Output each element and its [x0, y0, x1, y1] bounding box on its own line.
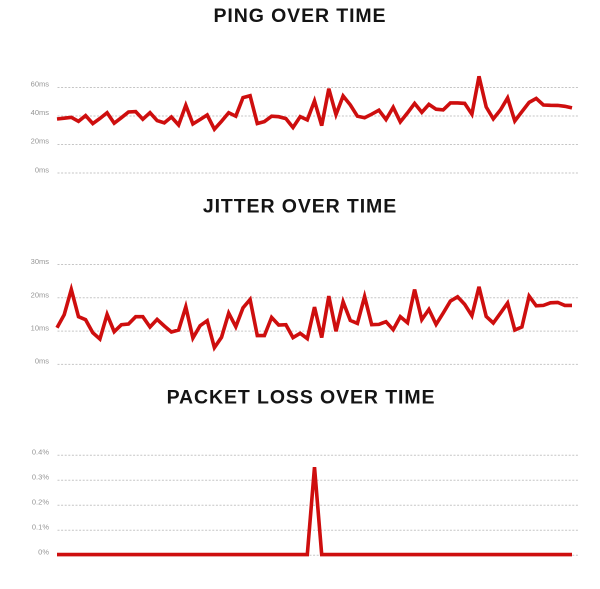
svg-text:20ms: 20ms: [31, 290, 50, 299]
svg-text:10ms: 10ms: [31, 324, 50, 333]
svg-text:0ms: 0ms: [35, 357, 49, 366]
svg-text:40ms: 40ms: [31, 108, 50, 117]
svg-text:0.3%: 0.3%: [32, 473, 49, 482]
svg-text:60ms: 60ms: [31, 80, 50, 89]
svg-text:0.1%: 0.1%: [32, 523, 49, 532]
svg-text:0.2%: 0.2%: [32, 498, 49, 507]
svg-text:20ms: 20ms: [31, 137, 50, 146]
svg-text:PACKET LOSS OVER TIME: PACKET LOSS OVER TIME: [167, 386, 436, 408]
svg-text:0%: 0%: [38, 548, 49, 557]
svg-text:0.4%: 0.4%: [32, 448, 49, 457]
svg-text:PING OVER TIME: PING OVER TIME: [214, 5, 387, 27]
svg-text:0ms: 0ms: [35, 165, 49, 174]
svg-text:JITTER OVER TIME: JITTER OVER TIME: [203, 196, 397, 218]
svg-text:30ms: 30ms: [31, 257, 50, 266]
